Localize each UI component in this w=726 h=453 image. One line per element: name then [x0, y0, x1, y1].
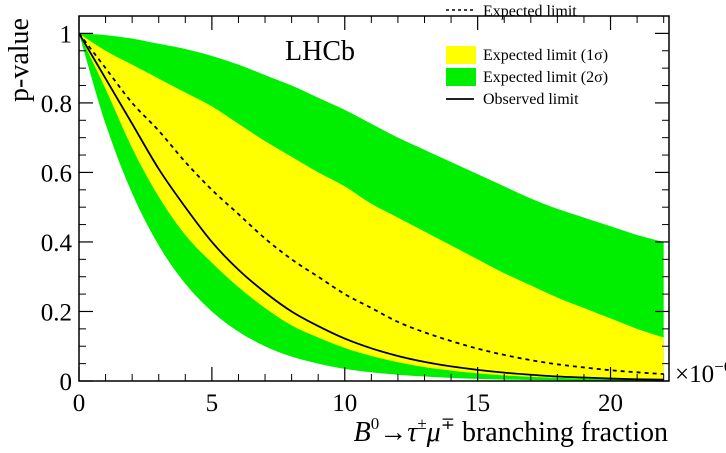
- experiment-label: LHCb: [285, 36, 355, 67]
- x-tick-label: 15: [465, 390, 490, 417]
- y-tick-label: 0.6: [41, 160, 72, 187]
- legend-label-expected: Expected limit: [483, 3, 577, 20]
- y-tick-label: 0.2: [41, 299, 72, 326]
- band-1sigma: [79, 33, 664, 380]
- legend-label-observed: Observed limit: [483, 91, 579, 108]
- observed-limit-line: [79, 32, 664, 381]
- axis-ticks: [78, 16, 669, 382]
- expected-limit-line: [79, 32, 664, 375]
- plot-frame: [78, 15, 670, 382]
- x-axis-multiplier: ×10−6: [675, 357, 726, 388]
- y-axis-title: p-value: [4, 18, 35, 102]
- limit-lines: [79, 32, 664, 381]
- y-tick-label: 1: [60, 21, 73, 48]
- confidence-bands: [79, 33, 664, 381]
- legend-label-2sigma: Expected limit (2σ): [483, 69, 608, 86]
- legend-swatch-2sigma: [446, 68, 476, 86]
- y-tick-label: 0: [60, 369, 73, 396]
- x-tick-label: 0: [73, 390, 86, 417]
- y-tick-label: 0.8: [41, 91, 72, 118]
- legend-label-1sigma: Expected limit (1σ): [483, 47, 608, 64]
- x-axis-title: B0→τ±μ∓ branching fraction: [354, 414, 668, 448]
- y-tick-label: 0.4: [41, 230, 73, 257]
- x-tick-label: 5: [206, 390, 219, 417]
- legend-swatch-1sigma: [446, 46, 476, 64]
- x-tick-label: 10: [332, 390, 357, 417]
- legend: Expected limit Expected limit (1σ) Expec…: [446, 3, 608, 108]
- axis-tick-labels: 0 5 10 15 20 0 0.2 0.4 0.6 0.8 1: [41, 21, 623, 417]
- x-tick-label: 20: [598, 390, 623, 417]
